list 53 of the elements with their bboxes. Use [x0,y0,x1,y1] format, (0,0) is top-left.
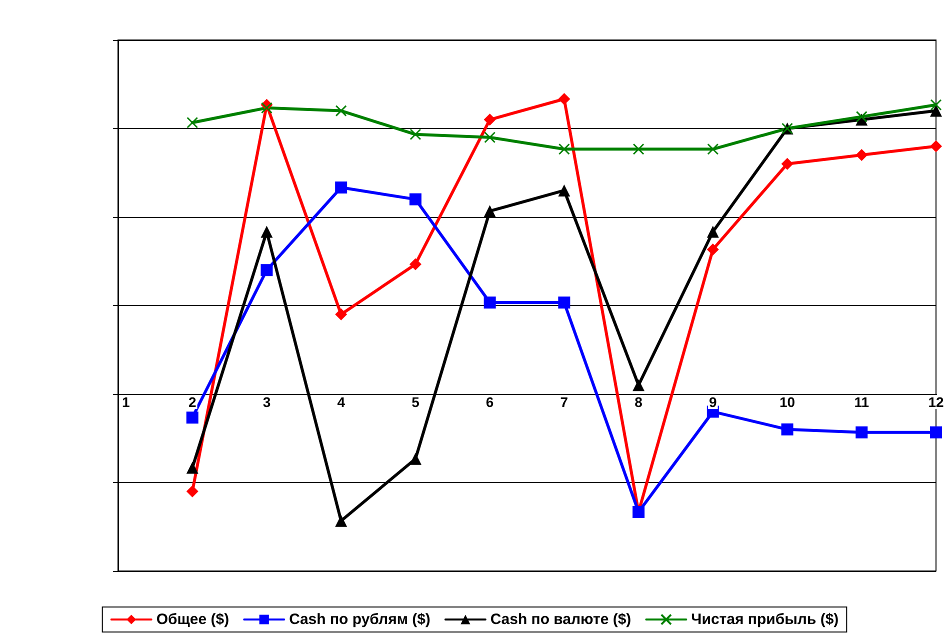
x-tick-label: 9 [709,394,718,410]
x-tick-label: 7 [560,394,568,410]
point [409,193,422,206]
point [484,205,496,218]
x-tick-label: 4 [337,394,346,410]
legend-label: Cash по валюте ($) [490,611,632,628]
x-tick-label: 1 [122,394,130,410]
x-tick-label: 2 [188,394,196,410]
point [856,149,868,162]
point [186,412,198,424]
x-tick-label: 11 [854,394,870,410]
point [632,379,645,392]
point [930,140,942,152]
point [335,514,348,527]
point [409,258,422,270]
point [186,116,198,128]
point [707,143,719,155]
point [335,182,348,194]
point [781,423,794,436]
point [856,110,868,122]
point [930,99,942,111]
point [930,104,942,117]
point [410,128,422,140]
x-tick-label: 5 [412,394,420,410]
point [409,452,422,465]
point [781,158,794,170]
point [484,114,496,126]
point [706,226,719,238]
point [632,143,644,155]
point [484,132,496,144]
point [335,105,347,117]
x-tick-label: 10 [779,394,796,410]
point [558,143,570,155]
point [186,485,198,498]
point [856,426,868,438]
point [186,462,198,474]
x-tick-label: 3 [262,394,271,410]
point [930,426,942,438]
point [558,93,570,105]
legend-label: Чистая прибыль ($) [691,611,839,628]
x-tick-label: 8 [634,394,643,410]
point [260,102,272,114]
point [335,308,348,320]
x-tick-label: 6 [486,394,494,410]
point [558,296,570,309]
point [558,184,570,196]
point [706,243,719,256]
x-tick-label: 12 [928,394,944,410]
point [484,296,496,309]
point [260,226,273,238]
legend-label: Общее ($) [156,611,230,628]
point [260,264,273,276]
legend-label: Cash по рублям ($) [289,611,430,628]
